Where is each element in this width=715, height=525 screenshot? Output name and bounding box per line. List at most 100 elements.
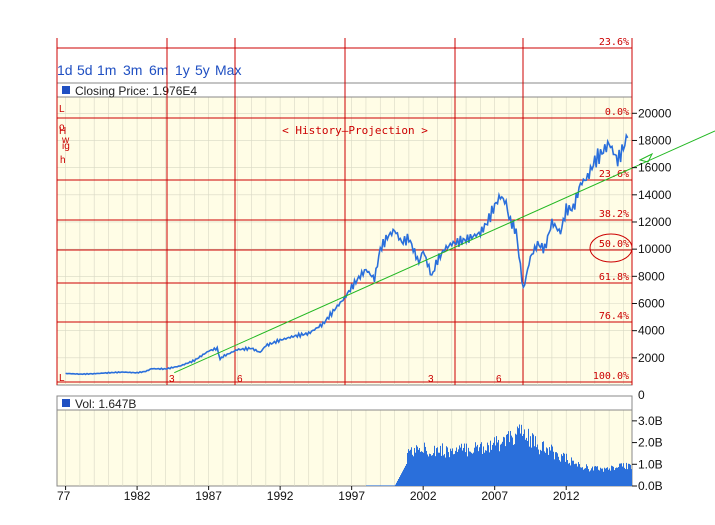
trend-line <box>174 130 715 374</box>
range-button-5d[interactable]: 5d <box>77 62 93 78</box>
volume-bar <box>475 442 476 486</box>
range-button-1y[interactable]: 1y <box>175 62 190 78</box>
volume-bar <box>538 449 539 486</box>
range-button-6m[interactable]: 6m <box>149 62 168 78</box>
volume-bar <box>536 447 537 486</box>
volume-bar <box>579 464 580 486</box>
price-legend-swatch <box>62 86 70 94</box>
volume-bar <box>520 433 521 486</box>
volume-bar <box>450 448 451 486</box>
volume-bar <box>403 469 404 486</box>
volume-bar <box>516 434 517 486</box>
volume-bar <box>461 443 462 486</box>
volume-bar <box>440 445 441 486</box>
volume-y-axis: 0.0B 1.0B 2.0B 3.0B 0 <box>632 388 663 493</box>
volume-bar <box>409 450 410 486</box>
volume-bar <box>481 442 482 486</box>
volume-bar <box>581 467 582 486</box>
volume-bar <box>604 467 605 486</box>
volume-bar <box>624 467 625 486</box>
volume-bar <box>474 447 475 486</box>
volume-bar <box>433 453 434 486</box>
volume-bar <box>600 467 601 486</box>
range-button-3m[interactable]: 3m <box>123 62 142 78</box>
volume-bar <box>523 433 524 486</box>
volume-bar <box>485 450 486 486</box>
volume-bar <box>614 470 615 486</box>
volume-bar <box>563 452 564 486</box>
volume-bar <box>392 485 393 486</box>
volume-bar <box>610 470 611 486</box>
fib-label: 61.8% <box>599 272 629 283</box>
volume-bar <box>486 450 487 486</box>
volume-bar <box>589 471 590 486</box>
volume-bar <box>605 468 606 486</box>
volume-bar <box>424 442 425 486</box>
volume-bar <box>497 442 498 486</box>
volume-bar <box>437 447 438 486</box>
volume-bar <box>585 468 586 486</box>
volume-bar <box>569 462 570 486</box>
volume-top-zero-label: 0 <box>638 388 645 402</box>
volume-bar <box>594 466 595 486</box>
range-button-1d[interactable]: 1d <box>57 62 73 78</box>
volume-bar <box>420 451 421 486</box>
price-y-tick-label: 14000 <box>638 188 672 202</box>
volume-bar <box>397 480 398 486</box>
volume-bar <box>478 451 479 486</box>
price-y-tick-label: 16000 <box>638 161 672 175</box>
volume-bar <box>423 452 424 486</box>
volume-bar <box>550 450 551 486</box>
volume-bar <box>531 447 532 486</box>
volume-bar <box>467 456 468 486</box>
volume-bar <box>415 452 416 486</box>
volume-bar <box>394 485 395 486</box>
side-label-char: o <box>59 122 65 133</box>
volume-bar <box>452 448 453 486</box>
volume-bar <box>603 471 604 486</box>
volume-legend-bar <box>56 395 633 411</box>
volume-bar <box>580 467 581 486</box>
volume-bar <box>479 447 480 486</box>
volume-bar <box>383 485 384 486</box>
volume-bar <box>630 464 631 486</box>
volume-bar <box>567 460 568 486</box>
volume-bar <box>593 470 594 486</box>
projection-label: < History—Projection > <box>282 124 428 137</box>
volume-bar <box>515 433 516 486</box>
side-label-char: L <box>59 104 65 115</box>
volume-bar <box>367 485 368 486</box>
volume-y-tick-label: 0.0B <box>638 479 663 493</box>
volume-bar <box>548 454 549 486</box>
range-button-1m[interactable]: 1m <box>97 62 116 78</box>
volume-bar <box>369 485 370 486</box>
price-y-tick-label: 2000 <box>638 351 665 365</box>
volume-bar <box>540 449 541 486</box>
volume-bar <box>623 463 624 486</box>
fib-label: 0.0% <box>605 107 629 118</box>
volume-bar <box>621 463 622 486</box>
volume-bar <box>370 485 371 486</box>
volume-y-tick-label: 1.0B <box>638 457 663 471</box>
side-label-char: H <box>59 126 66 137</box>
volume-bar <box>503 436 504 486</box>
volume-bar <box>473 452 474 486</box>
range-button-Max[interactable]: Max <box>215 62 241 78</box>
x-tick-label: 77 <box>57 489 71 503</box>
volume-bar <box>627 469 628 486</box>
cycle-marker: 6 <box>237 374 243 385</box>
range-button-5y[interactable]: 5y <box>195 62 210 78</box>
volume-bar <box>629 463 630 486</box>
volume-bar <box>499 451 500 486</box>
volume-bar <box>524 429 525 486</box>
fibonacci-lines: 23.6% 0.0% 23.6% 38.2% 50.0% 61.8% 76.4% 100.0% <box>56 37 633 385</box>
volume-bar <box>451 450 452 486</box>
side-label-char: w <box>61 135 70 146</box>
volume-bar <box>544 451 545 486</box>
volume-bar <box>488 445 489 486</box>
volume-bar <box>492 444 493 486</box>
volume-bar <box>381 485 382 486</box>
volume-bar <box>399 477 400 486</box>
volume-bar <box>469 451 470 486</box>
x-tick-label: 1997 <box>338 489 365 503</box>
